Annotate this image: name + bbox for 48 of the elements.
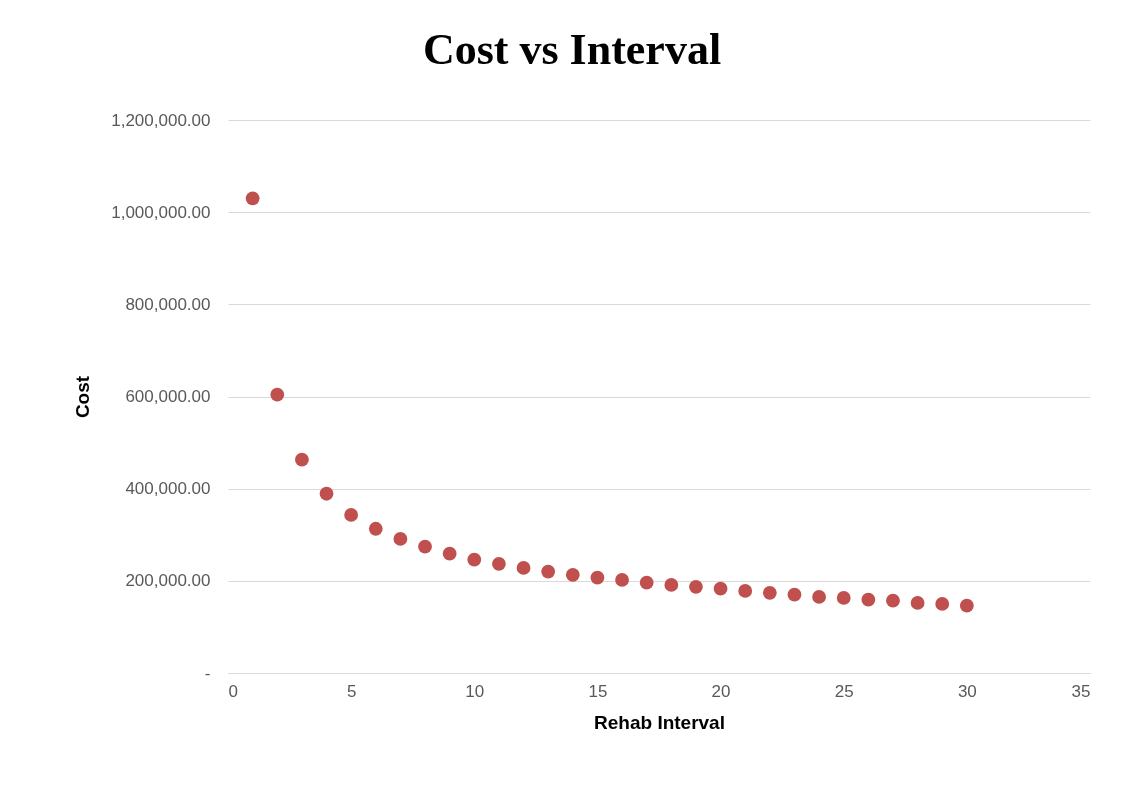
x-tick-label: 25 [834, 681, 854, 701]
point [516, 561, 531, 575]
point [639, 575, 654, 590]
point [319, 486, 334, 501]
point [935, 597, 950, 611]
point [787, 587, 802, 602]
x-tick-label: 20 [711, 681, 731, 701]
point [245, 191, 260, 206]
point [812, 590, 826, 604]
point [910, 596, 925, 610]
point [270, 387, 285, 402]
y-tick-label: 1,200,000.00 [111, 110, 211, 130]
point [541, 564, 556, 579]
point [886, 593, 900, 608]
x-tick-label: 5 [346, 681, 357, 701]
point [689, 579, 703, 594]
point [664, 578, 679, 592]
x-axis-title: Rehab Interval [594, 711, 725, 733]
y-axis-title: Cost [72, 375, 94, 419]
point [368, 521, 383, 536]
point [590, 570, 605, 585]
point [467, 552, 482, 567]
point [762, 585, 777, 600]
point [344, 508, 359, 522]
point [492, 556, 506, 571]
x-tick-label: 15 [588, 681, 608, 701]
y-tick-label: 1,000,000.00 [111, 202, 211, 222]
point [713, 581, 728, 596]
y-tick-label: 400,000.00 [125, 479, 211, 499]
x-tick-label: 35 [1071, 681, 1091, 701]
y-tick-label: 200,000.00 [125, 571, 211, 591]
point [615, 573, 629, 587]
y-tick-label: - [204, 663, 211, 683]
point [418, 539, 432, 554]
point [836, 591, 851, 605]
point [294, 452, 309, 467]
point [442, 546, 457, 561]
point [861, 592, 876, 607]
y-tick-label: 600,000.00 [125, 387, 211, 406]
point [565, 567, 580, 582]
y-tick-label: 800,000.00 [125, 294, 211, 314]
x-tick-label: 10 [465, 681, 485, 701]
point [738, 584, 753, 598]
point [959, 598, 974, 613]
x-tick-label: 30 [957, 681, 977, 701]
point [393, 532, 408, 546]
x-tick-label: 0 [228, 681, 238, 701]
chart-title: Cost vs Interval [422, 25, 722, 74]
